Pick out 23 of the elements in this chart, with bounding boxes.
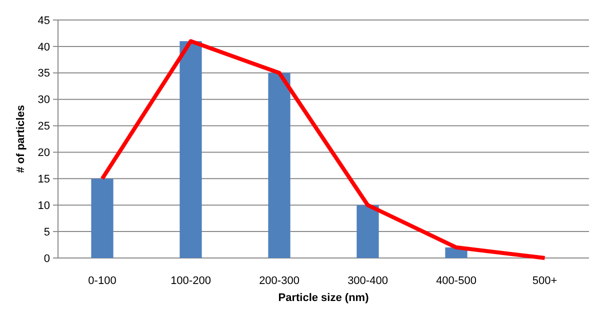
y-tick-label: 35 xyxy=(38,68,50,80)
x-tick-label: 300-400 xyxy=(348,275,388,287)
y-tick-label: 10 xyxy=(38,200,50,212)
y-tick-label: 15 xyxy=(38,174,50,186)
x-tick-label: 400-500 xyxy=(436,275,476,287)
x-tick-label: 500+ xyxy=(532,275,558,287)
bar xyxy=(356,205,379,258)
bar xyxy=(180,41,202,258)
x-tick-label: 200-300 xyxy=(259,275,300,287)
x-tick-label: 0-100 xyxy=(88,275,116,287)
y-tick-label: 25 xyxy=(38,120,50,133)
y-axis-title: # of particles xyxy=(15,105,27,173)
y-tick-label: 0 xyxy=(44,252,50,265)
x-axis-title: Particle size (nm) xyxy=(278,292,370,304)
line-series xyxy=(100,39,547,260)
y-tick-label: 40 xyxy=(38,41,50,54)
y-tick-label: 45 xyxy=(38,14,50,27)
x-tick-label: 100-200 xyxy=(170,275,211,287)
y-tick-label: 20 xyxy=(38,147,50,160)
y-tick-label: 30 xyxy=(38,94,50,106)
bar xyxy=(268,72,290,258)
y-tick-label: 5 xyxy=(44,226,50,238)
bar xyxy=(91,178,114,258)
